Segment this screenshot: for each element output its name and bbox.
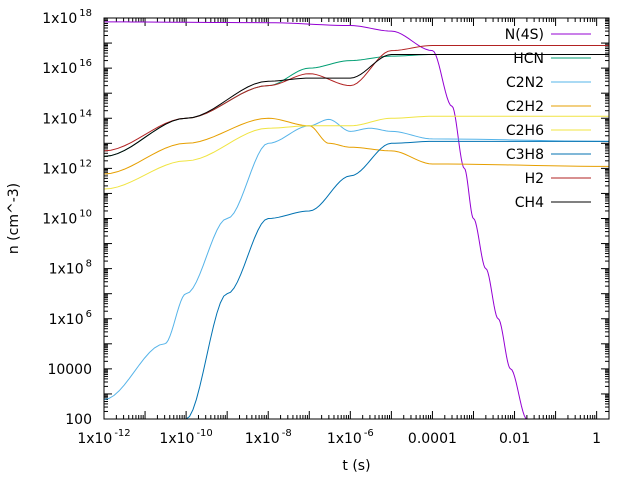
legend: N(4S) HCN C2N2 C2H2 C2H6 C3H8 H2 CH4 [505, 27, 591, 211]
y-axis-title-text: n (cm^-3) [6, 183, 22, 254]
x-tick-label: 0.01 [499, 431, 530, 447]
y-tick-label: 1x10 6 [49, 309, 92, 328]
series-line-c3h8 [182, 140, 609, 419]
y-axis-title: n (cm^-3) [6, 183, 22, 254]
series-line-ch4 [104, 53, 609, 157]
legend-label-hcn: HCN [513, 51, 544, 67]
x-tick-label: 1x10 -12 [77, 428, 130, 447]
y-tick-label: 10000 [47, 362, 92, 378]
x-tick-label: 1x10 -8 [245, 428, 292, 447]
legend-label-n-4s-: N(4S) [505, 27, 544, 43]
legend-label-ch4: CH4 [515, 195, 544, 211]
legend-label-c3h8: C3H8 [506, 147, 544, 163]
legend-label-h2: H2 [525, 171, 544, 187]
y-tick-label: 1x10 14 [42, 108, 92, 127]
x-tick-label: 0.0001 [408, 431, 457, 447]
series-line-n-4s- [104, 21, 528, 419]
series-line-c2n2 [104, 118, 609, 400]
legend-label-c2n2: C2N2 [506, 75, 544, 91]
y-tick-label: 1x10 10 [42, 209, 92, 228]
y-tick-label: 1x10 12 [42, 158, 92, 177]
x-axis-title: t (s) [342, 458, 370, 474]
y-tick-label: 1x10 16 [42, 58, 92, 77]
series-line-c2h2 [104, 117, 609, 175]
y-tick-label: 100 [65, 412, 92, 428]
x-tick-label: 1 [592, 431, 601, 447]
axis-ticks: 1x10 -12 1x10 -10 1x10 -8 1x10 -6 0.0001 0.01 1 100… [42, 8, 610, 447]
y-tick-label: 1x10 18 [42, 8, 92, 27]
series-line-c2h6 [104, 115, 609, 190]
legend-label-c2h2: C2H2 [506, 99, 544, 115]
series-layer [104, 21, 609, 419]
legend-label-c2h6: C2H6 [506, 123, 544, 139]
plot-frame [103, 17, 610, 420]
y-tick-label: 1x10 8 [49, 259, 92, 278]
x-tick-label: 1x10 -6 [327, 428, 374, 447]
x-tick-label: 1x10 -10 [159, 428, 212, 447]
